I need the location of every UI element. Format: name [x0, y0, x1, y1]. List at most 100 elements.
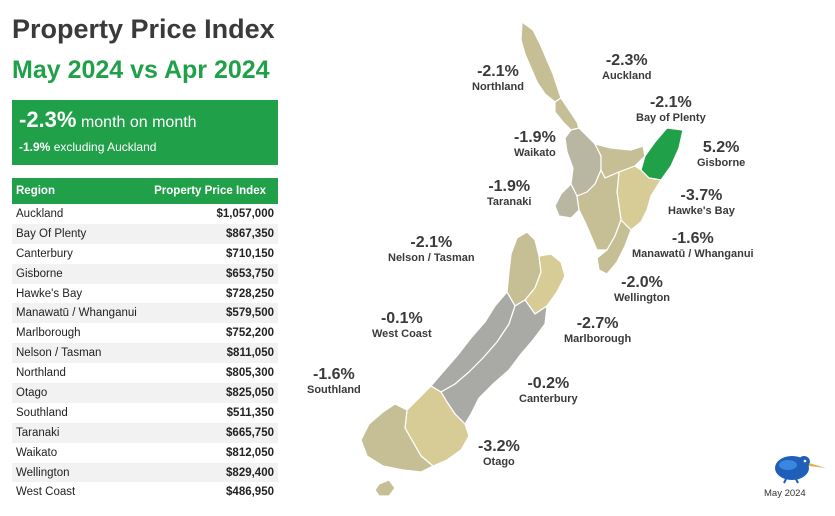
- nz-region-map: [360, 21, 684, 497]
- price-cell: $665,750: [145, 422, 278, 443]
- price-cell: $511,350: [226, 406, 274, 419]
- map-label-waikato-pct: -1.9%: [514, 129, 556, 146]
- excluding-auckland-change: -1.9% excluding Auckland: [19, 140, 156, 154]
- price-cell: $486,950: [226, 486, 274, 499]
- sub-text: excluding Auckland: [53, 140, 157, 154]
- summary-box: -2.3% month on month -1.9% excluding Auc…: [12, 100, 278, 165]
- map-label-taranaki: -1.9% Taranaki: [487, 178, 531, 208]
- map-label-northland-pct: -2.1%: [477, 63, 519, 80]
- map-label-nelson-tasman-pct: -2.1%: [410, 234, 453, 251]
- region-cell: Waikato: [16, 446, 58, 459]
- region-cell: Gisborne: [12, 263, 146, 284]
- map-label-canterbury: -0.2% Canterbury: [519, 375, 578, 405]
- map-label-northland: -2.1% Northland: [472, 63, 524, 93]
- page-subtitle: May 2024 vs Apr 2024: [12, 56, 270, 84]
- map-region-auckland: [554, 97, 580, 131]
- map-label-manawatu-pct: -1.6%: [671, 230, 714, 247]
- region-cell: Southland: [16, 406, 68, 419]
- map-region-wellington: [596, 219, 632, 275]
- map-label-otago: -3.2% Otago: [478, 438, 520, 468]
- map-region-stewart-island: [374, 479, 396, 497]
- map-label-taranaki-pct: -1.9%: [488, 178, 531, 195]
- map-label-manawatu: -1.6% Manawatū / Whanganui: [632, 230, 754, 260]
- map-label-canterbury-pct: -0.2%: [527, 375, 570, 392]
- table-row: Northland $805,300: [12, 363, 278, 383]
- map-label-southland-pct: -1.6%: [312, 366, 355, 383]
- region-cell: Wellington: [12, 462, 146, 483]
- price-cell: $829,400: [145, 462, 278, 483]
- map-label-marlborough: -2.7% Marlborough: [564, 315, 631, 345]
- price-cell: $1,057,000: [216, 207, 274, 220]
- price-table: Region Property Price Index Auckland $1,0…: [12, 178, 278, 502]
- map-label-bay-of-plenty-pct: -2.1%: [649, 94, 692, 111]
- price-cell: $579,500: [145, 303, 278, 324]
- price-cell: $825,050: [145, 383, 278, 403]
- table-row: Auckland $1,057,000: [12, 204, 278, 224]
- map-label-wellington-pct: -2.0%: [621, 274, 663, 291]
- kiwi-bird-logo-icon: [775, 456, 826, 484]
- map-label-marlborough-name: Marlborough: [564, 333, 632, 345]
- price-cell: $728,250: [226, 287, 274, 300]
- region-cell: Canterbury: [16, 247, 73, 260]
- region-cell: Bay Of Plenty: [12, 223, 146, 244]
- table-row: Manawatū / Whanganui $579,500: [12, 303, 278, 324]
- map-label-west-coast: -0.1% West Coast: [372, 310, 432, 340]
- table-header-row: Region Property Price Index: [12, 178, 278, 204]
- region-cell: Otago: [12, 383, 146, 403]
- region-cell: Nelson / Tasman: [12, 343, 146, 364]
- map-label-hawkes-bay-pct: -3.7%: [680, 187, 723, 204]
- map-label-gisborne: 5.2% Gisborne: [697, 139, 745, 169]
- map-label-auckland-name: Auckland: [602, 70, 652, 82]
- map-label-wellington-name: Wellington: [614, 292, 671, 304]
- headline-value: -2.3%: [19, 107, 77, 132]
- table-row: Canterbury $710,150: [12, 244, 278, 264]
- table-row: Nelson / Tasman $811,050: [12, 343, 278, 364]
- table-row: Southland $511,350: [12, 403, 278, 423]
- map-label-west-coast-name: West Coast: [372, 328, 432, 340]
- region-cell: West Coast: [16, 486, 76, 499]
- headline-text: month on month: [80, 114, 197, 131]
- map-label-bay-of-plenty: -2.1% Bay of Plenty: [636, 94, 706, 124]
- region-cell: Marlborough: [16, 327, 81, 340]
- map-region-canterbury: [440, 299, 548, 425]
- map-label-manawatu-name: Manawatū / Whanganui: [632, 248, 754, 260]
- column-header-region: Region: [12, 178, 146, 204]
- headline-change: -2.3% month on month: [19, 107, 197, 133]
- region-cell: Hawke's Bay: [16, 287, 83, 300]
- map-region-southland: [360, 403, 434, 473]
- table-row: Otago $825,050: [12, 383, 278, 403]
- map-label-west-coast-pct: -0.1%: [380, 310, 423, 327]
- table-row: Gisborne $653,750: [12, 263, 278, 284]
- table-row: Waikato $812,050: [12, 443, 278, 463]
- map-region-northland: [520, 21, 562, 103]
- region-cell: Taranaki: [12, 422, 146, 443]
- map-label-gisborne-name: Gisborne: [697, 157, 746, 169]
- table-row: Taranaki $665,750: [12, 422, 278, 443]
- table-row: West Coast $486,950: [12, 482, 278, 502]
- region-cell: Auckland: [16, 207, 64, 220]
- column-header-price: Property Price Index: [145, 178, 278, 204]
- map-label-northland-name: Northland: [472, 81, 524, 93]
- map-label-gisborne-pct: 5.2%: [702, 139, 740, 156]
- map-label-hawkes-bay-name: Hawke's Bay: [668, 205, 735, 217]
- map-label-southland: -1.6% Southland: [307, 366, 361, 396]
- map-region-gisborne: [640, 127, 684, 181]
- price-cell: $812,050: [226, 446, 274, 459]
- map-label-wellington: -2.0% Wellington: [614, 274, 670, 304]
- map-label-marlborough-pct: -2.7%: [576, 315, 619, 332]
- map-label-nelson-tasman-name: Nelson / Tasman: [388, 252, 475, 264]
- map-label-waikato: -1.9% Waikato: [514, 129, 556, 159]
- map-label-bay-of-plenty-name: Bay of Plenty: [636, 112, 706, 124]
- map-label-otago-pct: -3.2%: [478, 438, 520, 455]
- map-region-manawatu-whanganui: [576, 169, 622, 251]
- table-row: Hawke's Bay $728,250: [12, 284, 278, 304]
- region-cell: Manawatū / Whanganui: [12, 303, 146, 324]
- map-label-auckland: -2.3% Auckland: [602, 52, 652, 82]
- table-row: Bay Of Plenty $867,350: [12, 223, 278, 244]
- table-row: Marlborough $752,200: [12, 323, 278, 343]
- map-label-waikato-name: Waikato: [514, 147, 556, 159]
- price-cell: $811,050: [145, 343, 278, 364]
- table-row: Wellington $829,400: [12, 462, 278, 483]
- page-title: Property Price Index: [12, 14, 275, 44]
- map-label-nelson-tasman: -2.1% Nelson / Tasman: [388, 234, 475, 264]
